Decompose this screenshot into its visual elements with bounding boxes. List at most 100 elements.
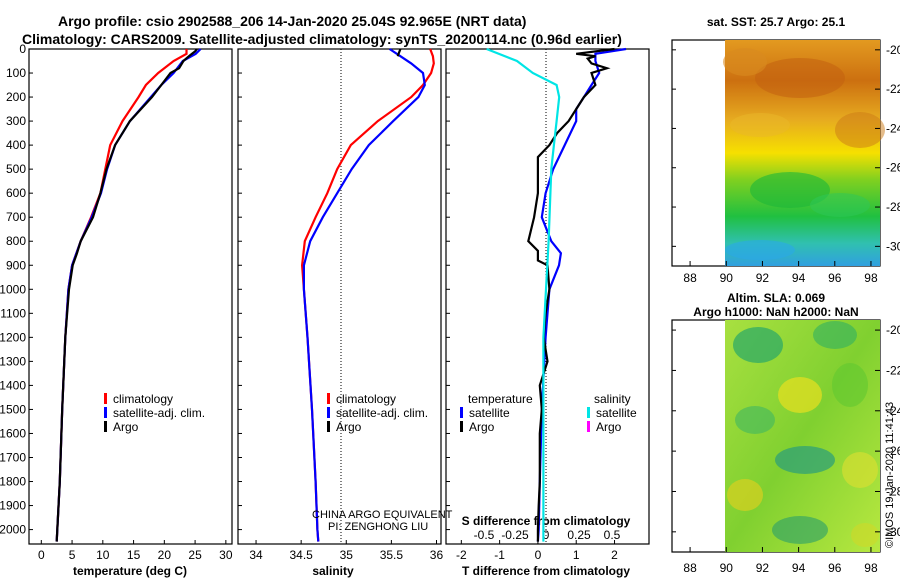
salinity-x-axis: 34 34.5 35 35.5 36: [249, 540, 443, 562]
legend-swatch-sal-argo: [587, 421, 590, 432]
depth-tick-label: 1700: [0, 450, 26, 464]
map-lon-label: 90: [720, 561, 734, 575]
legend-argo: Argo: [336, 420, 362, 434]
temperature-series: [55, 48, 202, 542]
sla-map-axes: -20 -22 -24 -26 -28 -30 88 90 92 94 96 98: [672, 323, 900, 575]
map-lon-label: 92: [756, 271, 770, 285]
map-lat-label: -30: [886, 239, 900, 253]
legend-satellite-adj: satellite-adj. clim.: [113, 406, 205, 420]
temperature-tick-label: 5: [69, 548, 76, 562]
legend-temp-satellite: satellite: [469, 406, 510, 420]
legend-swatch-climatology: [327, 393, 330, 404]
difference-panel-frame: [445, 48, 650, 545]
s-difference-tick-label: -0.25: [501, 528, 529, 542]
temperature-tick-label: 25: [188, 548, 202, 562]
map-lat-label: -20: [886, 43, 900, 57]
map-lat-label: -26: [886, 444, 900, 458]
legend-argo: Argo: [113, 420, 139, 434]
annotation-china-argo: CHINA ARGO EQUIVALENT: [312, 509, 453, 521]
series-line-climatology: [300, 48, 435, 542]
depth-tick-label: 2000: [0, 523, 26, 537]
difference-series: [486, 47, 627, 542]
depth-tick-label: 900: [6, 258, 26, 272]
map-lon-label: 94: [792, 561, 806, 575]
depth-tick-label: 1800: [0, 475, 26, 489]
annotation-pi: PI: ZENGHONG LIU: [328, 521, 428, 533]
series-line-argo: [55, 48, 198, 542]
map-lon-label: 96: [828, 271, 842, 285]
title-line-1: Argo profile: csio 2902588_206 14-Jan-20…: [58, 13, 526, 29]
map-lat-label: -22: [886, 363, 900, 377]
depth-axis: 0 100 200 300 400 500 600 700 800 900 1000 1100 1200…: [0, 42, 450, 537]
depth-tick-label: 1400: [0, 378, 26, 392]
series-line-temperature-argo: [527, 47, 615, 542]
depth-tick-label: 500: [6, 162, 26, 176]
legend-temp-argo: Argo: [469, 420, 495, 434]
salinity-series: [300, 48, 435, 542]
series-line-argo: [396, 48, 402, 57]
map-lon-label: 98: [864, 561, 878, 575]
legend-swatch-satellite: [104, 407, 107, 418]
map-lon-label: 98: [864, 271, 878, 285]
depth-tick-label: 1000: [0, 282, 26, 296]
t-difference-tick-label: -2: [456, 548, 467, 562]
legend-swatch-argo: [327, 421, 330, 432]
legend-climatology: climatology: [113, 392, 173, 406]
legend-group-temperature: temperature: [468, 392, 533, 406]
map-lon-label: 92: [756, 561, 770, 575]
s-difference-tick-label: -0.5: [474, 528, 495, 542]
sst-map-axes: -20 -22 -24 -26 -28 -30 88 90 92 94 96 98: [672, 43, 900, 285]
legend-swatch-sal-satellite: [587, 407, 590, 418]
temperature-tick-label: 20: [158, 548, 172, 562]
series-line-satellite-adj-clim-: [302, 48, 426, 542]
depth-tick-label: 1100: [0, 306, 26, 320]
s-difference-tick-label: 0: [543, 528, 550, 542]
temperature-tick-label: 30: [219, 548, 233, 562]
depth-tick-label: 200: [6, 90, 26, 104]
t-difference-axis-label: T difference from climatology: [462, 564, 630, 578]
series-line-temperature-satellite: [536, 47, 627, 542]
t-difference-tick-label: 0: [535, 548, 542, 562]
temperature-panel-frame: [28, 48, 233, 545]
series-line-salinity-satellite: [486, 47, 561, 542]
depth-tick-label: 1500: [0, 402, 26, 416]
t-difference-tick-label: 1: [573, 548, 580, 562]
depth-tick-label: 1200: [0, 330, 26, 344]
temperature-tick-label: 10: [96, 548, 110, 562]
sla-heatmap-texture: [727, 321, 879, 547]
depth-tick-label: 1600: [0, 426, 26, 440]
salinity-tick-label: 35.5: [380, 548, 404, 562]
map-lon-label: 88: [683, 271, 697, 285]
map-lat-label: -28: [886, 484, 900, 498]
map-lat-label: -26: [886, 161, 900, 175]
difference-x-axis: -2 -1 0 1 2: [456, 540, 618, 562]
temperature-axis-label: temperature (deg C): [73, 564, 187, 578]
map-lon-label: 94: [792, 271, 806, 285]
legend-swatch-argo: [104, 421, 107, 432]
salinity-tick-label: 35: [340, 548, 354, 562]
map-lon-label: 90: [720, 271, 734, 285]
t-difference-tick-label: -1: [494, 548, 505, 562]
salinity-difference-axis: -0.5 -0.25 0 0.25 0.5: [474, 528, 621, 542]
depth-tick-label: 700: [6, 210, 26, 224]
sla-map-subtitle: Argo h1000: NaN h2000: NaN: [693, 305, 858, 319]
salinity-legend: climatology satellite-adj. clim. Argo: [327, 392, 428, 434]
depth-tick-label: 800: [6, 234, 26, 248]
series-line-climatology: [55, 49, 188, 542]
map-lat-label: -24: [886, 404, 900, 418]
legend-climatology: climatology: [336, 392, 396, 406]
legend-swatch-satellite: [327, 407, 330, 418]
legend-swatch-temp-argo: [460, 421, 463, 432]
sla-map-title: Altim. SLA: 0.069: [727, 291, 825, 305]
imos-stamp: ©IMOS 19-Jan-2020 11:41:43: [884, 402, 896, 548]
legend-swatch-climatology: [104, 393, 107, 404]
salinity-tick-label: 34.5: [289, 548, 313, 562]
temperature-tick-label: 15: [127, 548, 141, 562]
legend-sal-argo: Argo: [596, 420, 622, 434]
s-difference-tick-label: 0.25: [567, 528, 591, 542]
depth-tick-label: 400: [6, 138, 26, 152]
difference-legend: temperature salinity satellite Argo sate…: [460, 392, 637, 434]
map-lon-label: 96: [828, 561, 842, 575]
legend-swatch-temp-satellite: [460, 407, 463, 418]
